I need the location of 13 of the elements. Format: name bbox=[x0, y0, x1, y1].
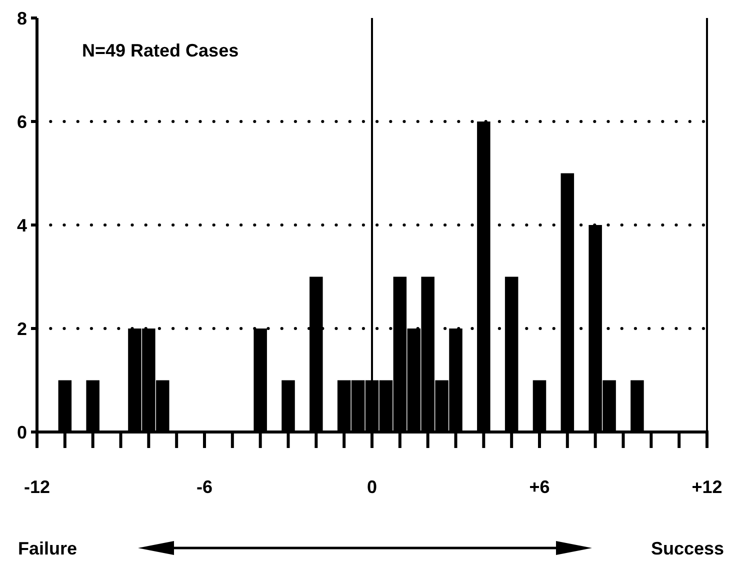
x-tick-label: +12 bbox=[692, 476, 722, 497]
x-tick-label: -12 bbox=[24, 476, 50, 497]
x-tick-label: 0 bbox=[366, 476, 378, 497]
y-tick-label: 4 bbox=[16, 215, 27, 236]
y-tick-label: 8 bbox=[16, 8, 27, 28]
text: Success bbox=[650, 538, 724, 558]
text: Failure bbox=[18, 538, 78, 558]
y-tick-label: 0 bbox=[16, 422, 27, 442]
x-tick-label: +6 bbox=[529, 476, 550, 497]
y-tick-label: 6 bbox=[16, 112, 27, 132]
x-tick-label: -6 bbox=[196, 476, 213, 497]
y-tick-label: 2 bbox=[16, 318, 27, 339]
annotation: N=49 Rated Cases bbox=[82, 40, 239, 60]
